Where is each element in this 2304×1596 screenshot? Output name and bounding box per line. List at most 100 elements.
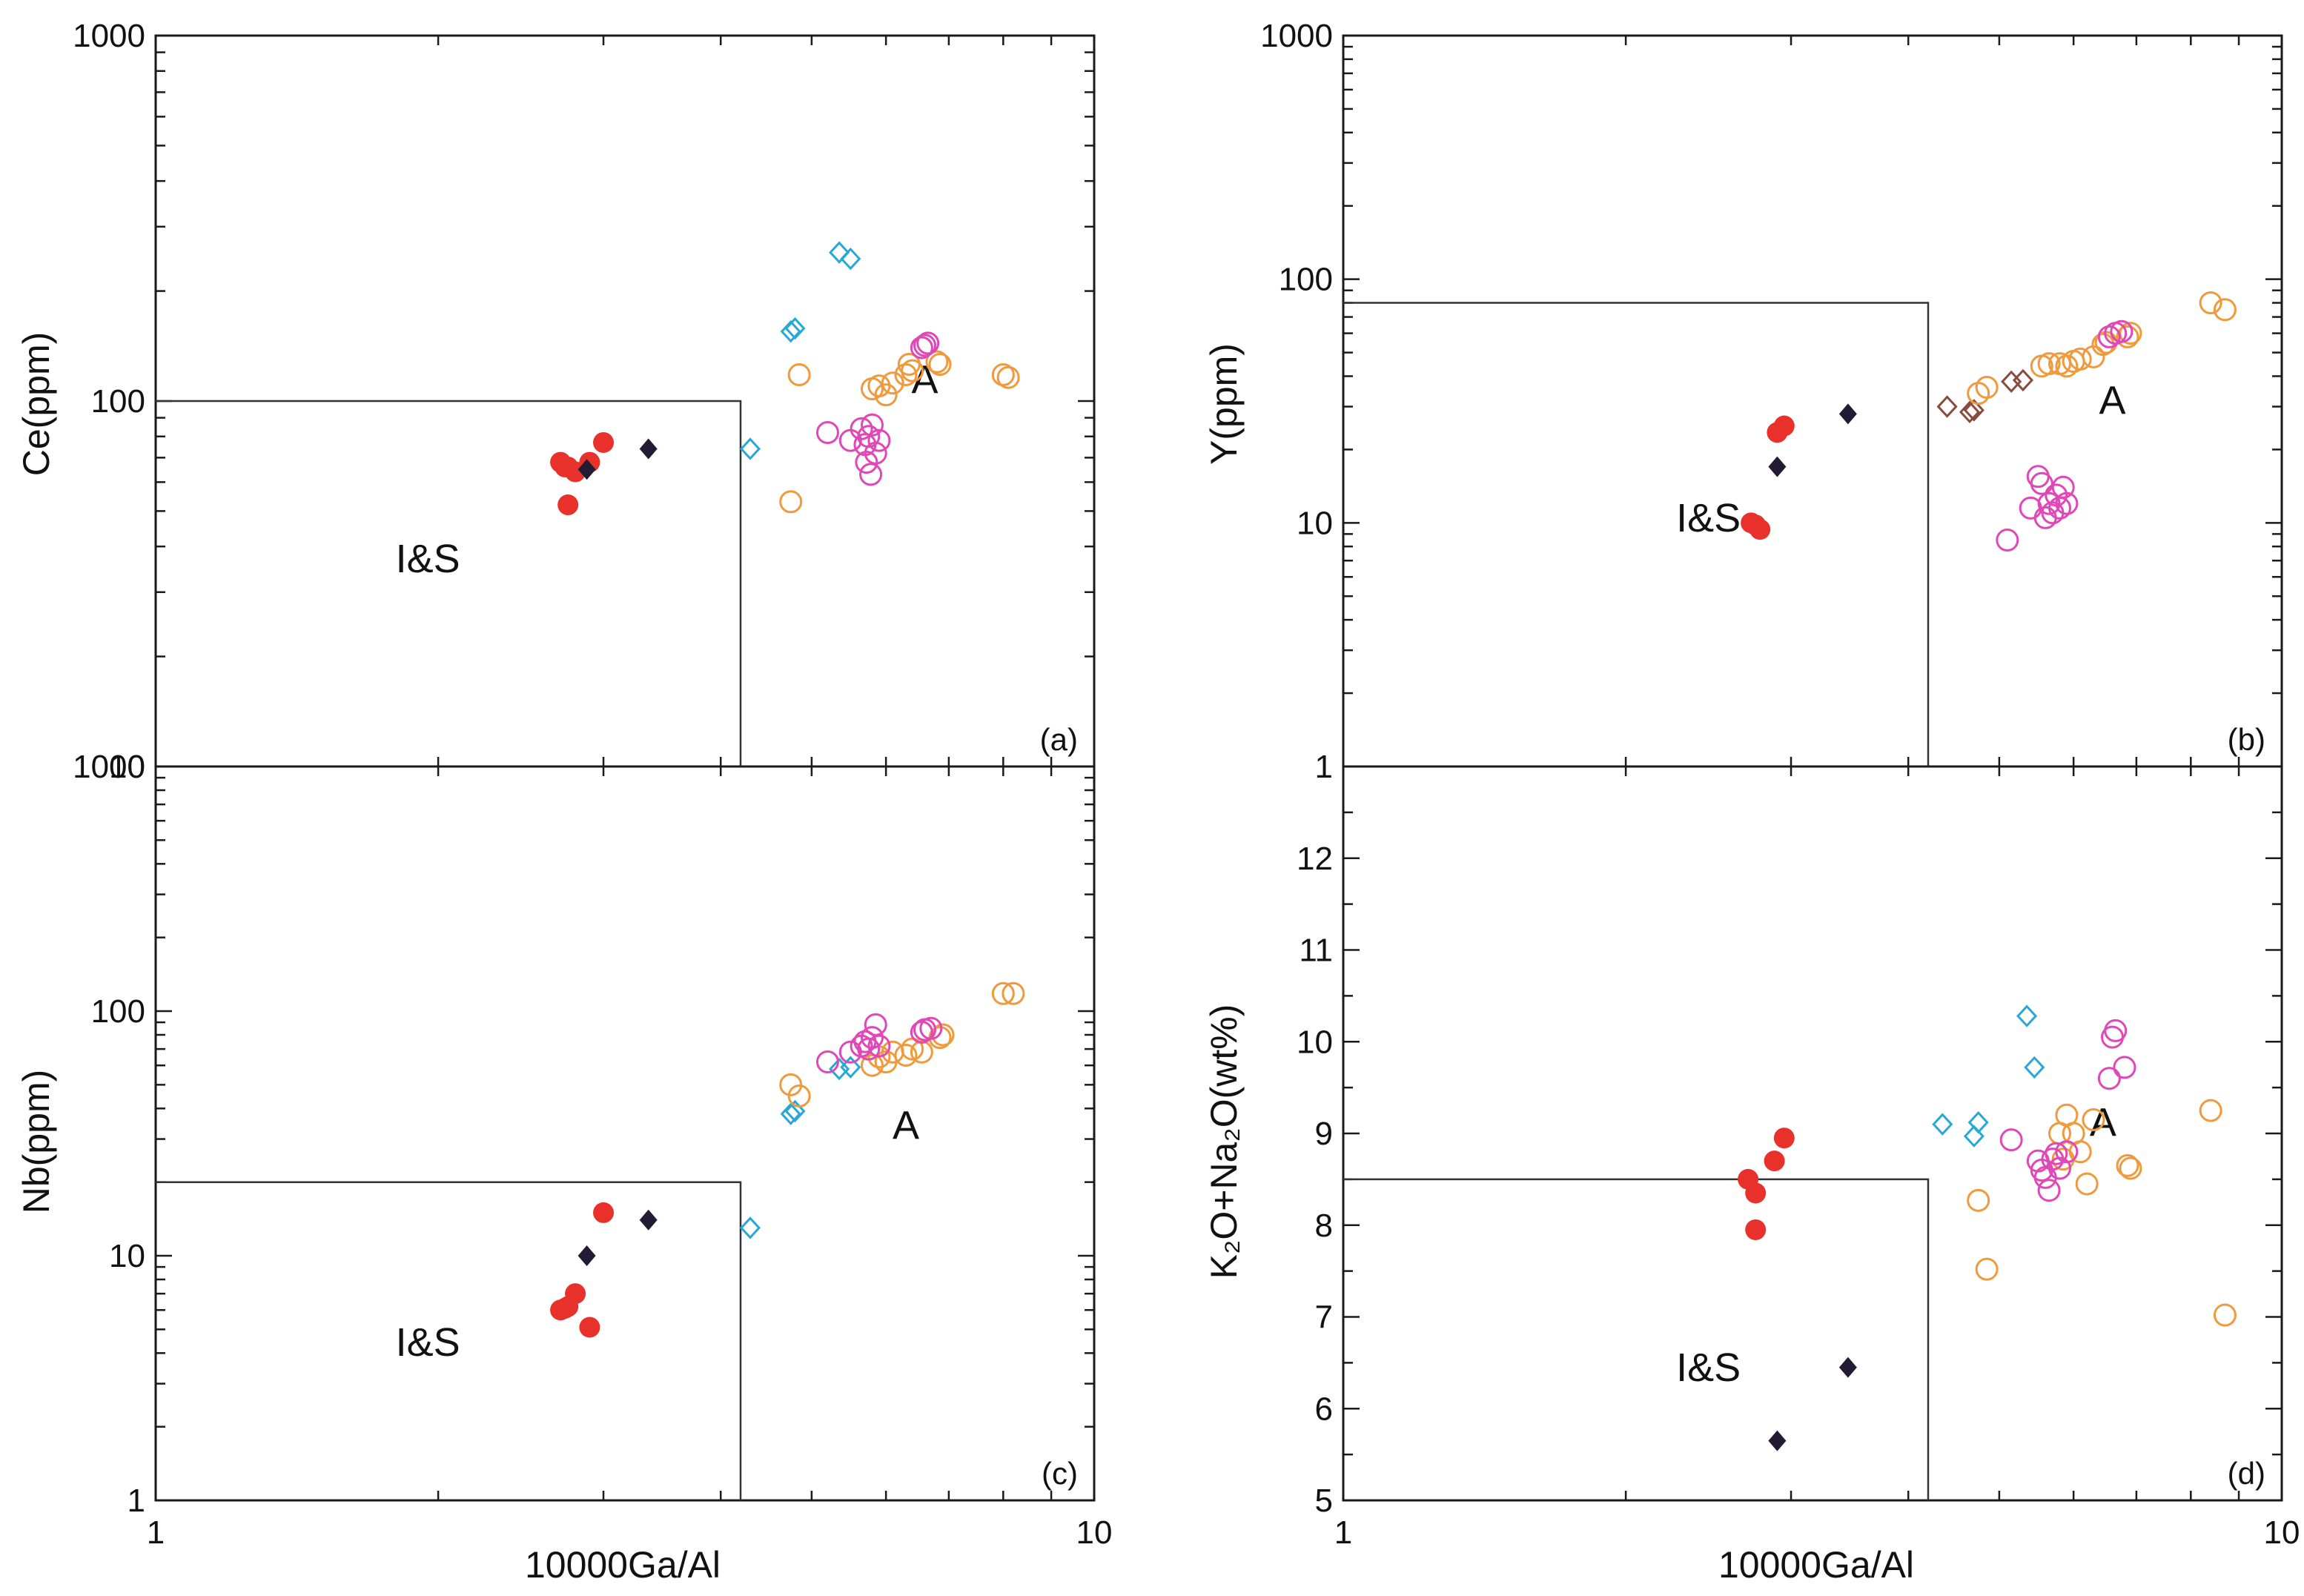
x-tick-label-d: 10 [2264, 1514, 2300, 1551]
point-magenta-open-circle [2030, 471, 2053, 495]
point-orange-open-circle [2213, 1303, 2237, 1327]
y-tick-label-c: 1 [128, 1483, 145, 1519]
y-tick-label-b: 100 [1279, 262, 1333, 298]
point-brown-open-diamond [1936, 395, 1958, 418]
field-label-a-type: A [893, 1104, 919, 1148]
point-orange-open-circle [1975, 1257, 1999, 1281]
point-magenta-open-circle [913, 334, 937, 357]
point-magenta-open-circle [2097, 325, 2121, 348]
y-tick-label-d: 5 [1315, 1483, 1333, 1519]
point-red-filled-circle [1773, 1128, 1795, 1149]
panel-label-c: (c) [1042, 1456, 1078, 1491]
xlabel-left: 10000Ga/Al [525, 1544, 721, 1586]
point-red-filled-circle [1773, 415, 1795, 437]
field-label-is-type: I&S [396, 1320, 460, 1365]
point-magenta-open-circle [2019, 496, 2042, 520]
point-cyan-open-diamond [2024, 1056, 2045, 1079]
y-tick-label-a: 1000 [73, 18, 145, 54]
point-red-filled-circle [593, 431, 615, 453]
field-label-a-type: A [2099, 378, 2126, 423]
point-brown-open-diamond [1959, 400, 1981, 424]
panel-label-d: (d) [2228, 1456, 2265, 1491]
y-tick-label-c: 1000 [73, 749, 145, 785]
point-magenta-open-circle [815, 1050, 839, 1074]
ylabel-d: K₂O+Na₂O(wt%) [1203, 1004, 1245, 1279]
panel-b: 1000 100 10 1 I&S A (b) [1260, 18, 2283, 785]
point-orange-open-circle [1002, 981, 1025, 1005]
point-magenta-open-circle [916, 331, 940, 355]
y-tick-label-c: 10 [109, 1238, 145, 1274]
point-magenta-open-circle [2045, 1142, 2068, 1165]
y-tick-label-d: 10 [1297, 1024, 1333, 1060]
point-magenta-open-circle [860, 413, 884, 437]
point-orange-open-circle [2199, 1099, 2222, 1122]
point-orange-open-circle [894, 363, 918, 387]
point-dark-filled-diamond [577, 459, 596, 480]
point-dark-filled-diamond [577, 1245, 596, 1266]
panel-c: 1000 100 10 11 10 I&S A (c) [73, 749, 1112, 1551]
point-orange-open-circle [2213, 298, 2237, 322]
point-orange-open-circle [787, 1084, 811, 1107]
point-orange-open-circle [2068, 347, 2092, 371]
point-magenta-open-circle [2110, 319, 2133, 343]
point-magenta-open-circle [857, 1037, 881, 1061]
point-red-filled-circle [555, 1297, 576, 1319]
point-orange-open-circle [874, 383, 898, 407]
point-cyan-open-diamond [840, 247, 861, 271]
point-red-filled-circle [557, 494, 579, 516]
point-magenta-open-circle [859, 463, 883, 486]
point-magenta-open-circle [919, 1016, 943, 1040]
point-magenta-open-circle [2033, 506, 2057, 529]
y-tick-label-d: 6 [1315, 1391, 1333, 1427]
y-tick-label-b: 1 [1315, 749, 1333, 785]
point-dark-filled-diamond [1838, 403, 1857, 425]
xlabel-right: 10000Ga/Al [1718, 1544, 1914, 1586]
point-cyan-open-diamond [840, 1056, 861, 1079]
point-red-filled-circle [1764, 1150, 1785, 1172]
point-red-filled-circle [579, 1317, 600, 1338]
x-tick-label-c: 1 [147, 1514, 165, 1551]
point-orange-open-circle [991, 363, 1015, 387]
point-orange-open-circle [2037, 352, 2061, 376]
point-magenta-open-circle [2104, 1019, 2128, 1042]
y-tick-label-d: 11 [1299, 933, 1333, 969]
point-orange-open-circle [894, 1044, 918, 1067]
field-label-is-type: I&S [396, 537, 460, 581]
point-magenta-open-circle [855, 451, 878, 474]
point-cyan-open-diamond [829, 241, 850, 264]
point-red-filled-circle [565, 1283, 586, 1305]
ylabel-a: Ce(ppm) [16, 332, 57, 476]
point-magenta-open-circle [867, 428, 891, 452]
point-cyan-open-diamond [739, 437, 761, 460]
point-magenta-open-circle [850, 417, 873, 440]
point-red-filled-circle [593, 1202, 615, 1223]
ylabel-c: Nb(ppm) [16, 1070, 57, 1213]
point-red-filled-circle [1745, 1182, 1767, 1204]
point-orange-open-circle [1975, 375, 1999, 399]
point-orange-open-circle [2116, 325, 2139, 348]
point-brown-open-diamond [1963, 399, 1984, 422]
point-orange-open-circle [2082, 1107, 2105, 1131]
point-magenta-open-circle [864, 441, 887, 465]
point-cyan-open-diamond [1963, 1125, 1984, 1148]
point-brown-open-diamond [2001, 370, 2022, 393]
y-tick-label-d: 8 [1315, 1208, 1333, 1244]
point-dark-filled-diamond [1768, 1430, 1787, 1451]
point-magenta-open-circle [2051, 475, 2075, 499]
point-cyan-open-diamond [780, 1102, 801, 1125]
plot-frame-c [154, 765, 1096, 1502]
point-dark-filled-diamond [1768, 456, 1787, 477]
field-label-is-type: I&S [1676, 1345, 1741, 1390]
point-orange-open-circle [928, 353, 952, 377]
point-magenta-open-circle [864, 1013, 887, 1036]
point-orange-open-circle [2055, 354, 2079, 378]
panel-label-a: (a) [1040, 722, 1078, 757]
x-tick-label-c: 10 [1076, 1514, 1113, 1551]
y-tick-label-a: 10 [109, 749, 145, 785]
point-orange-open-circle [2075, 1172, 2099, 1196]
point-cyan-open-diamond [829, 1057, 850, 1081]
